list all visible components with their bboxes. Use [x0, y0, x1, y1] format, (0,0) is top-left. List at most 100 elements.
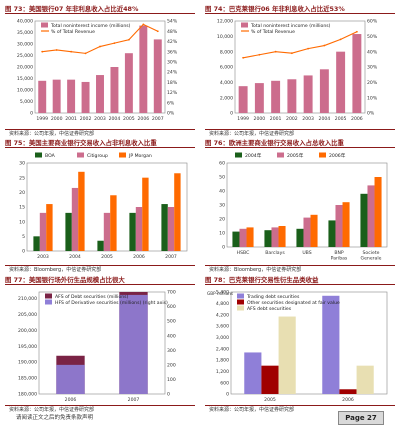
y-tick-label: 10,000 [217, 34, 233, 40]
legend-swatch [277, 152, 284, 158]
y-tick-label: 25,000 [17, 53, 33, 59]
y-tick-label: 6,000 [220, 65, 233, 71]
bar [271, 227, 279, 247]
legend-label: Other securities designated at fair valu… [247, 300, 340, 306]
x-tick-label: 2006 [342, 397, 354, 403]
x-tick-label: Generale [361, 256, 382, 262]
line-point [290, 52, 293, 55]
bar [110, 195, 117, 251]
y-tick-label: 25 [19, 175, 25, 181]
bar [356, 365, 374, 394]
y-tick-label-right: 10% [367, 95, 378, 101]
bar [287, 79, 297, 113]
y-tick-label: 20,000 [17, 65, 33, 71]
y-tick-label-right: 50% [367, 34, 378, 40]
chart-barclays-noninterest-income: 0 2,000 4,000 6,000 8,000 10,000 12,000 0% 10% 20… [217, 19, 378, 122]
bar [319, 69, 329, 113]
x-tick-label: UBS [302, 250, 311, 256]
x-tick-label: 2002 [80, 116, 92, 122]
bar [261, 365, 279, 394]
bar [244, 352, 262, 394]
bar [71, 187, 79, 251]
y-tick-label: 190,000 [18, 360, 37, 366]
title-rule [5, 284, 195, 285]
y-tick-label-right: 30% [167, 59, 178, 65]
y-tick-label: 5,000 [20, 99, 33, 105]
y-tick-label-right: 400 [167, 333, 176, 339]
x-tick-label: 2004 [109, 116, 121, 122]
line-point [142, 23, 145, 26]
x-tick-label: 2000 [51, 116, 63, 122]
x-tick-label: 2001 [270, 116, 282, 122]
y-tick-label: 10 [19, 219, 25, 225]
y-tick-label: 50 [219, 175, 225, 181]
bar [310, 214, 318, 247]
legend-swatch [41, 22, 48, 28]
legend-label: % of Total Revenue [251, 29, 295, 35]
y-tick-label-right: 6% [167, 100, 175, 106]
y-tick-label: 0 [30, 111, 33, 117]
figure-source: 资料来源：公司年报，中信证券研究部 [9, 407, 95, 413]
x-tick-label: 2005 [335, 116, 347, 122]
y-tick-label: 60 [219, 161, 225, 167]
y-tick-label-right: 36% [167, 49, 178, 55]
y-tick-label: 1,200 [216, 369, 229, 375]
figure-title: 图 77：美国银行场外衍生品规模占比很大 [5, 276, 125, 284]
y-tick-label: 1,800 [216, 358, 229, 364]
x-tick-label: 2004 [69, 254, 81, 260]
y-tick-label-right: 42% [167, 39, 178, 45]
x-tick-label: 2006 [351, 116, 363, 122]
source-rule [205, 405, 395, 406]
bar [135, 207, 143, 251]
y-tick-label: 3,000 [216, 335, 229, 341]
line-point [258, 53, 261, 56]
chart-us-bank-trading-share: 0 5 10 15 20 25 30 2003 2004 2005 2006 2007 BOA Citig… [19, 152, 188, 260]
x-tick-label: Paribas [331, 256, 348, 262]
bar [239, 228, 247, 247]
y-tick-label: 20 [19, 190, 25, 196]
y-tick-label: 185,000 [18, 376, 37, 382]
title-rule [5, 147, 195, 148]
y-tick-label-right: 20% [367, 80, 378, 86]
x-tick-label: 2003 [302, 116, 314, 122]
y-tick-label-right: 500 [167, 319, 176, 325]
bar [342, 202, 350, 247]
x-tick-label: 1999 [237, 116, 249, 122]
legend-label: % of Total Revenue [51, 29, 95, 35]
legend-label: AFS debt securities [247, 306, 292, 312]
legend-swatch [319, 152, 326, 158]
bar [374, 177, 382, 247]
bar [56, 364, 85, 394]
y-tick-label: 200,000 [18, 328, 37, 334]
y-tick-label: 2,000 [220, 95, 233, 101]
bar [65, 212, 72, 251]
title-rule [205, 147, 395, 148]
line-point [156, 30, 159, 33]
y-tick-label: 5 [22, 234, 25, 240]
y-tick-label-right: 200 [167, 362, 176, 368]
source-rule [5, 405, 195, 406]
x-tick-label: 2007 [152, 116, 164, 122]
y-tick-label: 8,000 [220, 49, 233, 55]
y-tick-label-right: 48% [167, 29, 178, 35]
x-tick-label: 2007 [128, 397, 140, 403]
line-point [113, 42, 116, 45]
bar [303, 75, 313, 113]
legend-swatch [235, 152, 242, 158]
bar [352, 34, 362, 113]
y-tick-label-right: 600 [167, 304, 176, 310]
y-tick-label: 12,000 [217, 19, 233, 25]
line-point [55, 49, 58, 51]
y-tick-label: 10,000 [17, 88, 33, 94]
bar [271, 80, 281, 113]
y-tick-label: 3,600 [216, 324, 229, 330]
y-tick-label: 0 [222, 245, 225, 251]
x-tick-label: 2002 [286, 116, 298, 122]
bar [303, 217, 311, 247]
bar [254, 83, 264, 113]
page-number: Page 27 [338, 411, 384, 425]
y-tick-label: 35,000 [17, 30, 33, 36]
y-tick-label: 2,400 [216, 346, 229, 352]
x-tick-label: HSBC [237, 250, 250, 256]
